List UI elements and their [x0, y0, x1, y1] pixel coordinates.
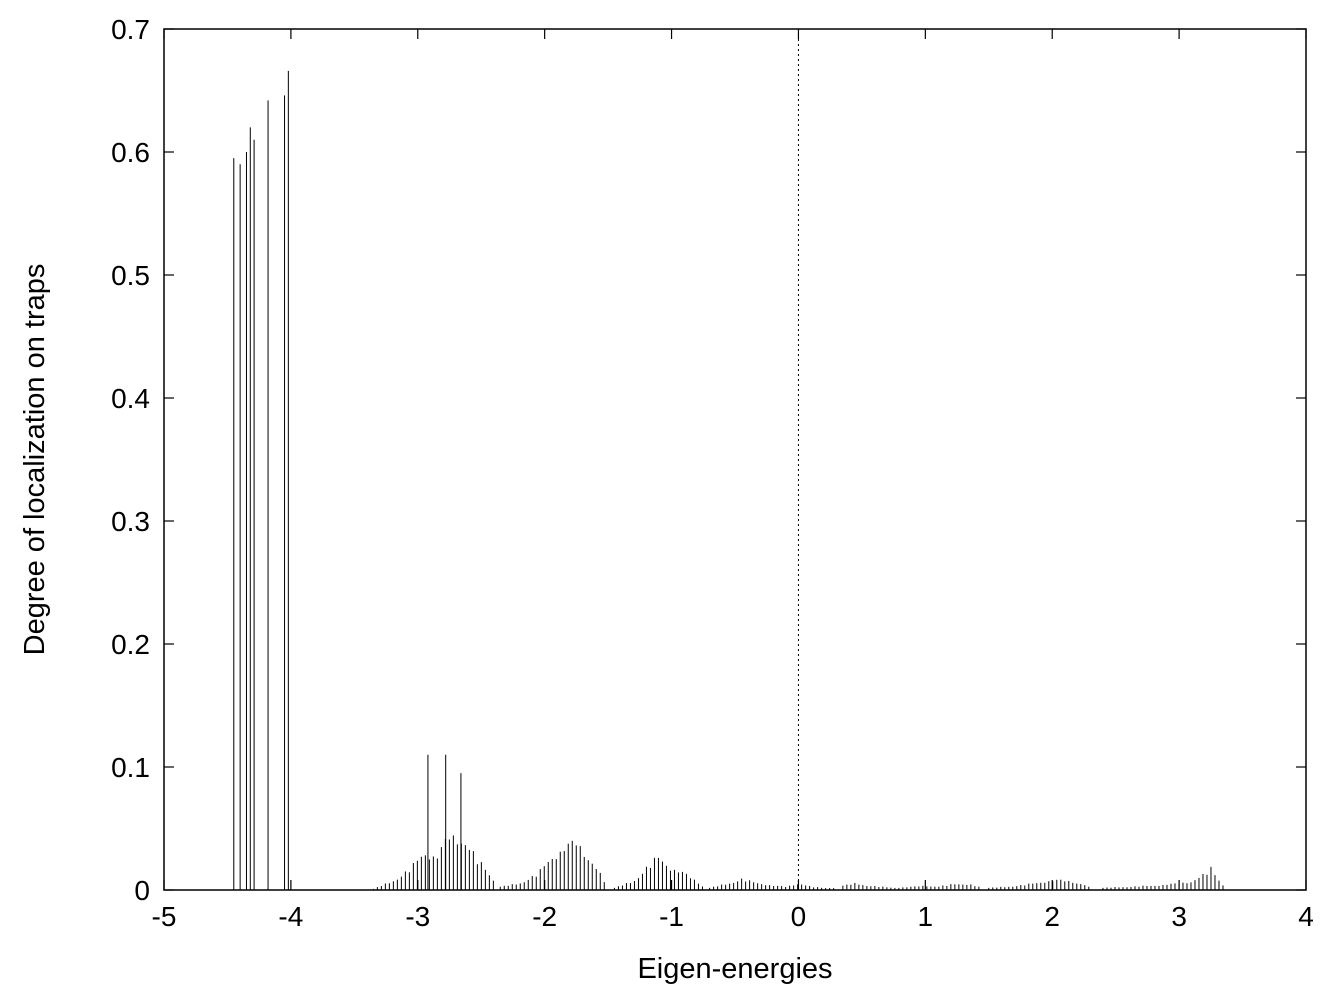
x-axis-label: Eigen-energies	[637, 953, 832, 985]
x-tick-label: 4	[1298, 901, 1314, 932]
x-tick-label: -5	[152, 901, 177, 932]
x-tick-label: -4	[278, 901, 303, 932]
axis-tick-labels: -5 -4 -3 -2 -1 0 1 2 3 4 0 0.1 0.2 0.3 0.4 0.5 0.6 0.7	[111, 14, 1314, 932]
x-tick-label: -2	[532, 901, 557, 932]
x-tick-label: 0	[791, 901, 807, 932]
y-tick-label: 0.6	[111, 137, 150, 168]
y-tick-label: 0.1	[111, 752, 150, 783]
data-bars	[233, 70, 1224, 890]
x-tick-label: 3	[1171, 901, 1187, 932]
x-tick-label: -3	[405, 901, 430, 932]
y-tick-label: 0.7	[111, 14, 150, 45]
y-tick-label: 0.3	[111, 506, 150, 537]
y-tick-label: 0.4	[111, 383, 150, 414]
y-tick-label: 0.2	[111, 629, 150, 660]
y-tick-label: 0	[134, 875, 150, 906]
x-tick-label: -1	[659, 901, 684, 932]
y-axis-label: Degree of localization on traps	[19, 264, 51, 656]
y-tick-label: 0.5	[111, 260, 150, 291]
x-tick-label: 1	[918, 901, 934, 932]
x-tick-label: 2	[1044, 901, 1060, 932]
plot-frame	[163, 28, 1307, 891]
axis-ticks	[163, 28, 1307, 891]
